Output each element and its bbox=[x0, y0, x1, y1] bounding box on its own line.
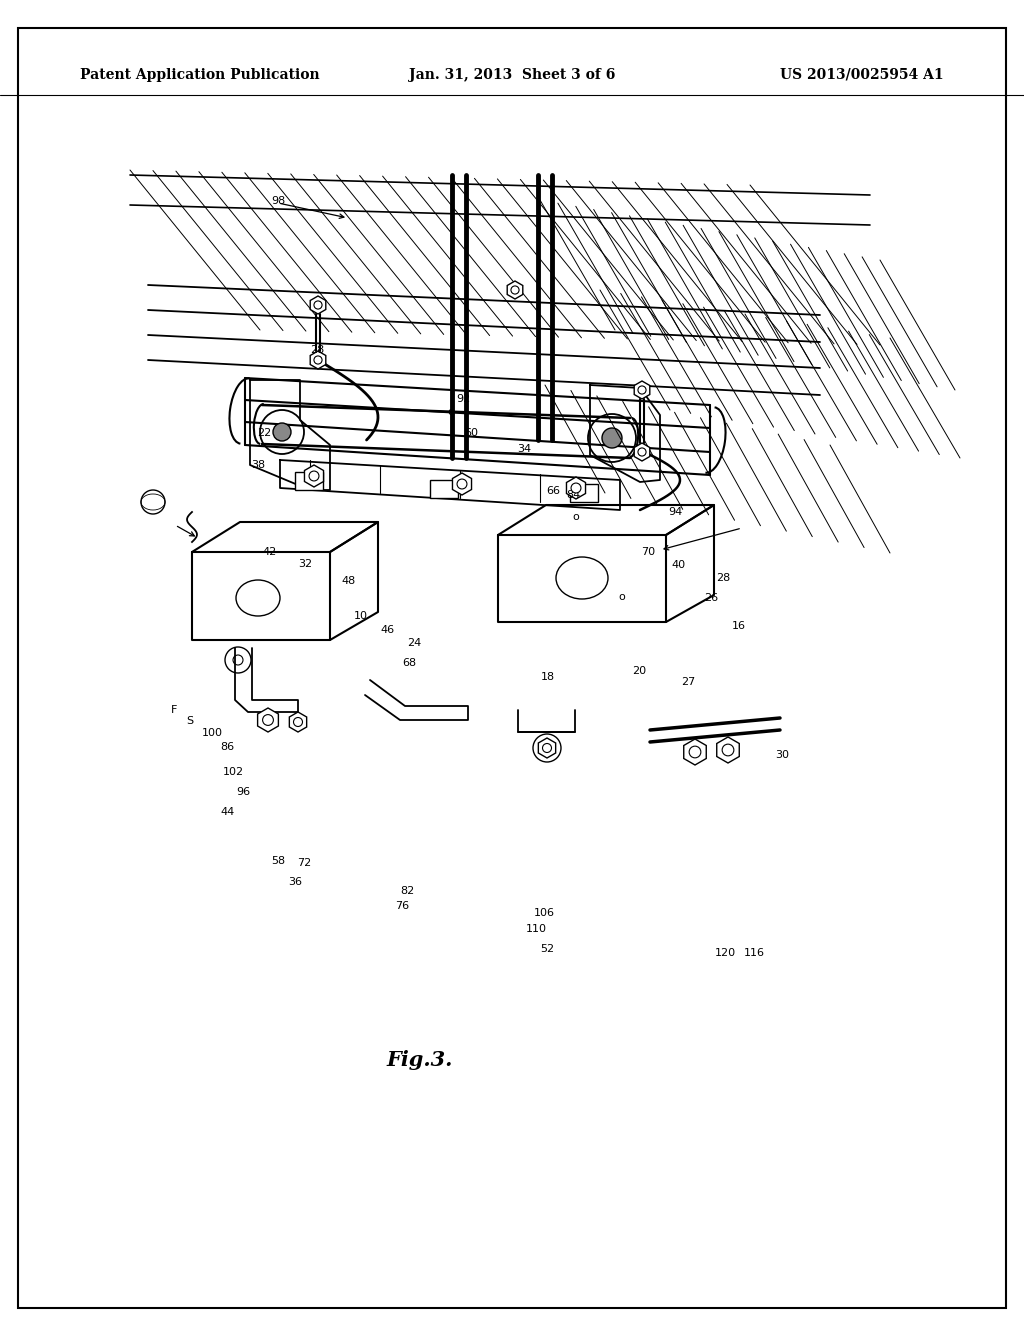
Circle shape bbox=[314, 356, 323, 364]
Text: o: o bbox=[447, 407, 454, 417]
Polygon shape bbox=[634, 381, 650, 399]
Text: S: S bbox=[186, 715, 193, 726]
Text: 66: 66 bbox=[546, 486, 560, 496]
Text: 28: 28 bbox=[310, 345, 325, 355]
Polygon shape bbox=[310, 296, 326, 314]
Text: 52: 52 bbox=[540, 944, 554, 954]
Text: 44: 44 bbox=[220, 807, 234, 817]
Text: 100: 100 bbox=[202, 727, 222, 738]
Text: 116: 116 bbox=[744, 948, 765, 958]
Text: 32: 32 bbox=[298, 558, 312, 569]
Text: US 2013/0025954 A1: US 2013/0025954 A1 bbox=[780, 69, 944, 82]
Text: 26: 26 bbox=[705, 593, 719, 603]
Ellipse shape bbox=[556, 557, 608, 599]
Polygon shape bbox=[258, 708, 279, 733]
Circle shape bbox=[262, 714, 273, 726]
Circle shape bbox=[638, 447, 646, 455]
Text: 102: 102 bbox=[223, 767, 244, 777]
Polygon shape bbox=[304, 465, 324, 487]
Text: 96: 96 bbox=[237, 787, 251, 797]
Text: o: o bbox=[618, 591, 625, 602]
Text: 94: 94 bbox=[669, 507, 683, 517]
Text: 82: 82 bbox=[400, 886, 415, 896]
Text: 92: 92 bbox=[457, 393, 471, 404]
Text: 38: 38 bbox=[251, 459, 265, 470]
Text: 28: 28 bbox=[716, 573, 730, 583]
Circle shape bbox=[602, 428, 622, 447]
Text: 27: 27 bbox=[681, 677, 695, 688]
Text: 106: 106 bbox=[535, 908, 555, 919]
Circle shape bbox=[309, 471, 318, 480]
Polygon shape bbox=[310, 351, 326, 370]
Text: o: o bbox=[572, 512, 579, 523]
Text: 10: 10 bbox=[353, 611, 368, 622]
Text: 30: 30 bbox=[775, 750, 790, 760]
Text: 16: 16 bbox=[732, 620, 746, 631]
Circle shape bbox=[457, 479, 467, 488]
Circle shape bbox=[511, 286, 519, 294]
Text: 76: 76 bbox=[395, 900, 410, 911]
Text: 120: 120 bbox=[715, 948, 735, 958]
Text: 68: 68 bbox=[402, 657, 417, 668]
Text: 86: 86 bbox=[220, 742, 234, 752]
Text: 22: 22 bbox=[257, 428, 271, 438]
Circle shape bbox=[638, 385, 646, 395]
Text: 40: 40 bbox=[672, 560, 686, 570]
Text: 98: 98 bbox=[271, 195, 286, 206]
Text: 110: 110 bbox=[526, 924, 547, 935]
Text: F: F bbox=[171, 705, 177, 715]
Text: 24: 24 bbox=[408, 638, 422, 648]
Circle shape bbox=[689, 746, 700, 758]
Text: 60: 60 bbox=[464, 428, 478, 438]
Ellipse shape bbox=[236, 579, 280, 616]
Polygon shape bbox=[507, 281, 523, 300]
Circle shape bbox=[294, 718, 302, 726]
Polygon shape bbox=[717, 737, 739, 763]
Polygon shape bbox=[539, 738, 556, 758]
Polygon shape bbox=[684, 739, 707, 766]
Circle shape bbox=[722, 744, 734, 756]
Polygon shape bbox=[634, 444, 650, 461]
Text: Patent Application Publication: Patent Application Publication bbox=[80, 69, 319, 82]
Text: 48: 48 bbox=[341, 576, 355, 586]
Circle shape bbox=[543, 743, 552, 752]
Polygon shape bbox=[453, 473, 471, 495]
Bar bbox=[430, 480, 458, 498]
Bar bbox=[295, 473, 323, 490]
Text: 42: 42 bbox=[262, 546, 276, 557]
Circle shape bbox=[314, 301, 323, 309]
Polygon shape bbox=[290, 711, 306, 733]
Text: Fig.3.: Fig.3. bbox=[387, 1049, 454, 1071]
Text: Jan. 31, 2013  Sheet 3 of 6: Jan. 31, 2013 Sheet 3 of 6 bbox=[409, 69, 615, 82]
Text: 20: 20 bbox=[632, 665, 646, 676]
Text: 84: 84 bbox=[566, 490, 581, 500]
Polygon shape bbox=[566, 477, 586, 499]
Text: 58: 58 bbox=[271, 855, 286, 866]
Circle shape bbox=[571, 483, 581, 492]
Text: 46: 46 bbox=[380, 624, 394, 635]
Bar bbox=[570, 484, 598, 502]
Text: 72: 72 bbox=[297, 858, 311, 869]
Text: 36: 36 bbox=[288, 876, 302, 887]
Text: 18: 18 bbox=[541, 672, 555, 682]
Text: 70: 70 bbox=[641, 546, 655, 557]
Circle shape bbox=[273, 422, 291, 441]
Text: 34: 34 bbox=[517, 444, 531, 454]
